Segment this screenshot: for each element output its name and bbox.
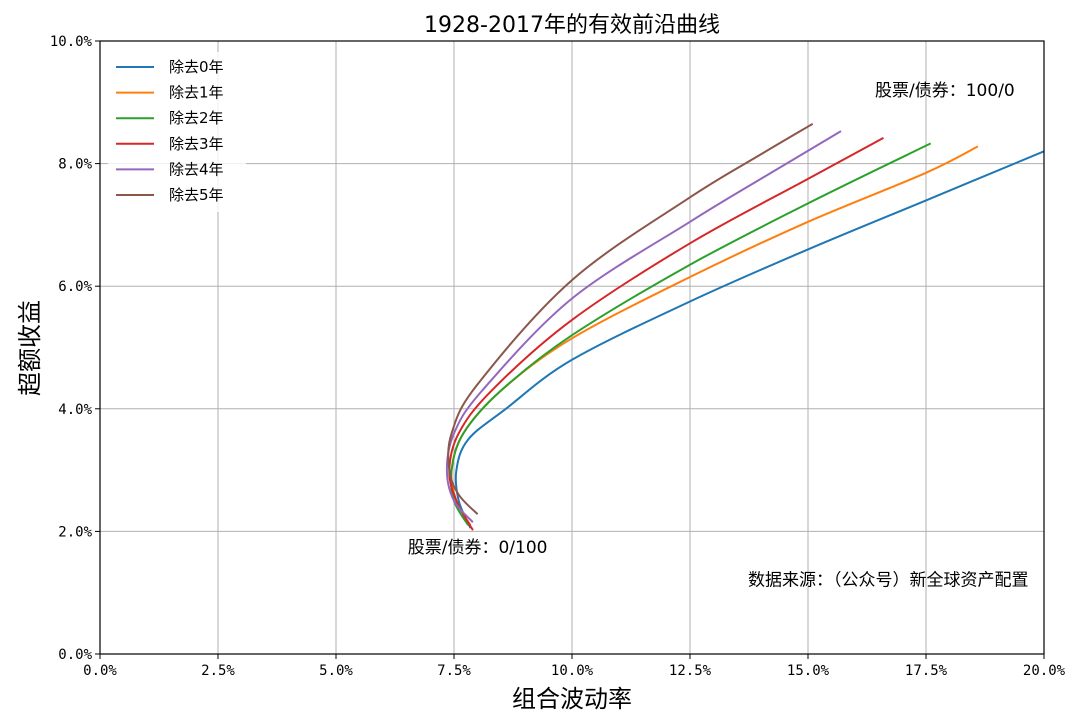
y-axis-title: 超额收益 (16, 300, 44, 396)
y-tick-label: 10.0% (50, 34, 93, 50)
x-tick-label: 12.5% (669, 663, 712, 679)
y-tick-label: 0.0% (58, 647, 92, 663)
annotation-text: 股票/债券：100/0 (875, 81, 1015, 101)
series-line (447, 122, 814, 515)
series-lines (445, 122, 1045, 531)
y-tick-label: 8.0% (58, 157, 92, 173)
x-tick-label: 7.5% (437, 663, 471, 679)
x-tick-label: 20.0% (1023, 663, 1066, 679)
legend-label: 除去1年 (169, 84, 224, 102)
legend-label: 除去3年 (169, 135, 224, 153)
x-axis-ticks: 0.0% 2.5% 5.0% 7.5% 10.0% 12.5% 15.0% 17.5% 20.0… (83, 654, 1066, 679)
x-tick-label: 0.0% (83, 663, 117, 679)
series-line (448, 137, 884, 531)
x-tick-label: 17.5% (905, 663, 948, 679)
chart-title: 1928-2017年的有效前沿曲线 (424, 13, 720, 38)
y-tick-label: 4.0% (58, 402, 92, 418)
legend-box (108, 52, 246, 212)
x-tick-label: 5.0% (319, 663, 353, 679)
y-tick-label: 2.0% (58, 524, 92, 540)
x-tick-label: 10.0% (551, 663, 594, 679)
x-axis-title: 组合波动率 (512, 685, 632, 713)
x-tick-label: 2.5% (201, 663, 235, 679)
y-axis-ticks: 0.0% 2.0% 4.0% 6.0% 8.0% 10.0% (50, 34, 100, 663)
legend-label: 除去5年 (169, 186, 224, 204)
legend-label: 除去0年 (169, 58, 224, 76)
annotation-text: 股票/债券：0/100 (408, 538, 548, 558)
grid-lines (99, 40, 1045, 655)
series-line (454, 150, 1045, 529)
series-line (450, 145, 979, 526)
series-line (445, 130, 842, 523)
legend-label: 除去2年 (169, 109, 224, 127)
annotations: 股票/债券：100/0 股票/债券：0/100 数据来源：（公众号）新全球资产配置 (408, 81, 1029, 590)
annotation-text: 数据来源：（公众号）新全球资产配置 (748, 570, 1029, 590)
legend-label: 除去4年 (169, 160, 224, 178)
y-tick-label: 6.0% (58, 279, 92, 295)
x-tick-label: 15.0% (787, 663, 830, 679)
